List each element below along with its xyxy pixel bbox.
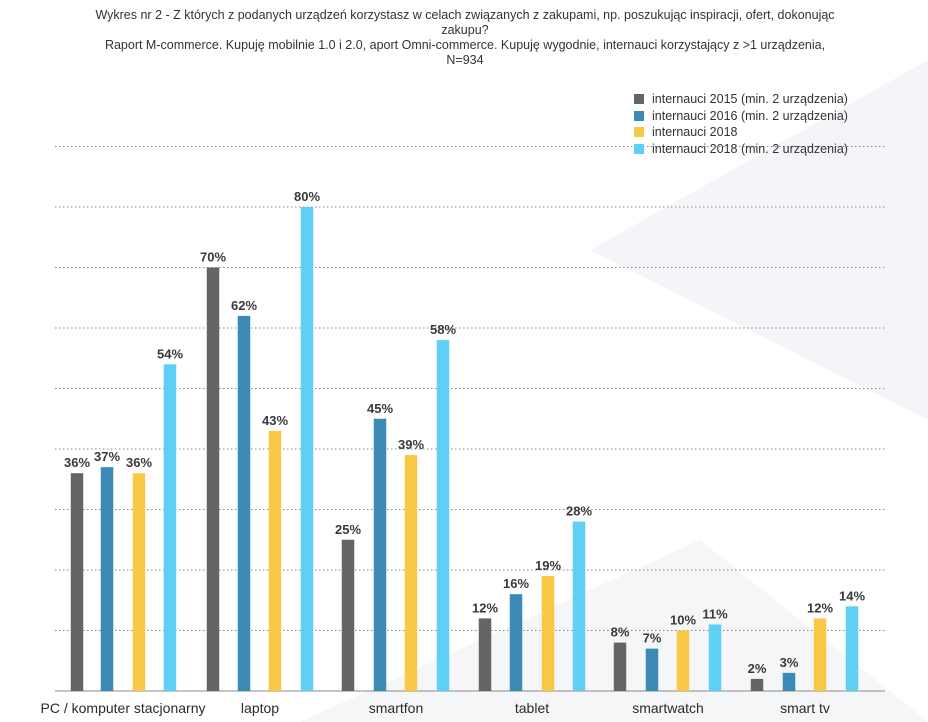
bar [813,618,827,691]
bar [645,648,659,691]
bar [845,606,859,691]
category-label: smart tv [780,700,830,716]
category-label: PC / komputer stacjonarny [41,700,206,716]
data-label: 7% [643,631,662,646]
bar [782,672,796,691]
bar [572,521,586,691]
data-label: 12% [807,600,833,615]
data-label: 37% [94,449,120,464]
data-label: 19% [535,558,561,573]
data-label: 14% [839,588,865,603]
category-labels: PC / komputer stacjonarny laptop smartfon t… [41,700,830,716]
legend-label: internauci 2016 (min. 2 urządzenia) [652,108,848,123]
data-label: 70% [200,250,226,265]
chart-title-line: zakupu? [441,23,489,37]
data-label: 45% [367,401,393,416]
legend-item: internauci 2016 (min. 2 urządzenia) [634,108,848,125]
chart-title: Wykres nr 2 - Z których z podanych urząd… [40,8,890,68]
data-label: 58% [430,322,456,337]
data-label: 8% [611,625,630,640]
data-label: 3% [780,655,799,670]
bar [436,340,450,691]
category-label: laptop [241,700,279,716]
data-label: 80% [294,189,320,204]
legend-item: internauci 2018 (min. 2 urządzenia) [634,141,848,158]
legend-swatch [634,127,644,138]
data-label: 36% [126,455,152,470]
bar [70,473,84,691]
data-label: 62% [231,298,257,313]
data-label: 28% [566,504,592,519]
bar [341,539,355,691]
category-label: tablet [515,700,549,716]
data-label: 10% [670,613,696,628]
bar [163,364,177,691]
legend-swatch [634,143,644,154]
legend-swatch [634,94,644,105]
legend-label: internauci 2015 (min. 2 urządzenia) [652,92,848,106]
bar [268,430,282,691]
bar [206,267,220,691]
bars [70,207,859,691]
category-label: smartwatch [632,700,704,716]
data-labels: 36% 70% 25% 12% 8% 2% 37% 62% 45% 16% 7% 3% 36% 43% 39… [64,189,865,676]
bar [676,630,690,691]
bar [509,594,523,691]
legend: internauci 2015 (min. 2 urządzenia) inte… [634,91,848,157]
data-label: 16% [503,576,529,591]
bar [100,467,114,691]
bar [708,624,722,691]
bar [613,642,627,691]
legend-item: internauci 2018 [634,124,848,141]
data-label: 25% [335,522,361,537]
chart-title-line: Raport M-commerce. Kupuję mobilnie 1.0 i… [104,38,826,52]
bar [300,207,314,691]
data-label: 12% [472,600,498,615]
data-label: 43% [262,413,288,428]
gridlines [55,146,885,692]
legend-label: internauci 2018 [652,125,738,139]
legend-label: internauci 2018 (min. 2 urządzenia) [652,141,848,156]
bar [132,473,146,691]
bar [237,315,251,691]
category-label: smartfon [369,700,423,716]
data-label: 2% [748,661,767,676]
data-label: 11% [702,606,728,621]
bar [750,678,764,691]
legend-item: internauci 2015 (min. 2 urządzenia) [634,91,848,108]
bar [541,576,555,691]
chart-title-line: Wykres nr 2 - Z których z podanych urząd… [95,8,835,22]
legend-swatch [634,110,644,121]
data-label: 54% [157,346,183,361]
data-label: 39% [398,437,424,452]
chart-title-line: N=934 [446,53,484,67]
data-label: 36% [64,455,90,470]
bar [404,455,418,691]
bar [478,618,492,691]
bar [373,418,387,691]
